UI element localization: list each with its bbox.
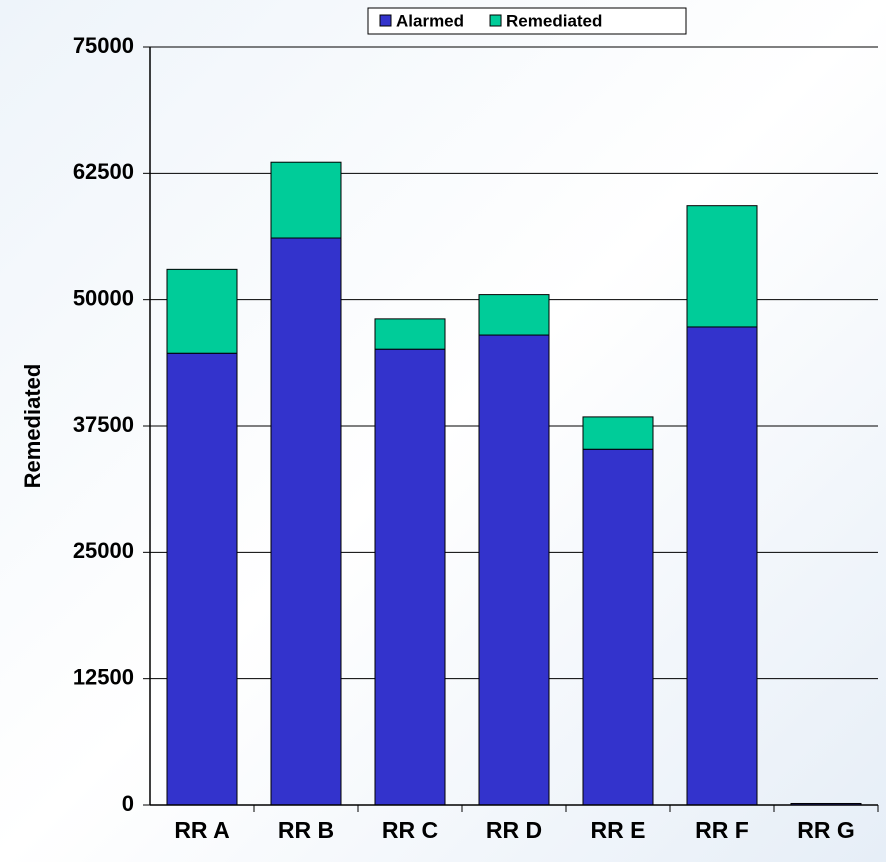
y-tick-label: 75000: [73, 33, 134, 58]
legend-label: Remediated: [506, 11, 602, 30]
y-tick-label: 37500: [73, 412, 134, 437]
legend-label: Alarmed: [396, 11, 464, 30]
bar-segment: [166, 268, 238, 354]
bar-segment: [686, 326, 758, 806]
bar-segment: [374, 348, 446, 806]
bar-segment: [166, 352, 238, 806]
x-tick-label: RR F: [695, 817, 749, 843]
y-tick-label: 25000: [73, 538, 134, 563]
y-tick-label: 12500: [73, 664, 134, 689]
bar-segment: [270, 161, 342, 239]
x-tick-label: RR A: [174, 817, 229, 843]
y-tick-label: 62500: [73, 159, 134, 184]
x-tick-label: RR C: [382, 817, 438, 843]
bar-segment: [478, 294, 550, 336]
x-tick-label: RR B: [278, 817, 334, 843]
x-tick-label: RR G: [797, 817, 855, 843]
bar-segment: [374, 318, 446, 350]
bar-segment: [686, 205, 758, 328]
x-tick-label: RR D: [486, 817, 542, 843]
y-tick-label: 50000: [73, 285, 134, 310]
legend-swatch: [379, 14, 392, 27]
bar-segment: [582, 448, 654, 806]
bar-segment: [582, 416, 654, 450]
bar-segment: [478, 334, 550, 806]
y-tick-label: 0: [122, 791, 134, 816]
legend-box: [367, 7, 687, 35]
bar-segment: [270, 237, 342, 806]
y-axis-label: Remediated: [20, 364, 45, 489]
legend-swatch: [489, 14, 502, 27]
x-tick-label: RR E: [591, 817, 646, 843]
